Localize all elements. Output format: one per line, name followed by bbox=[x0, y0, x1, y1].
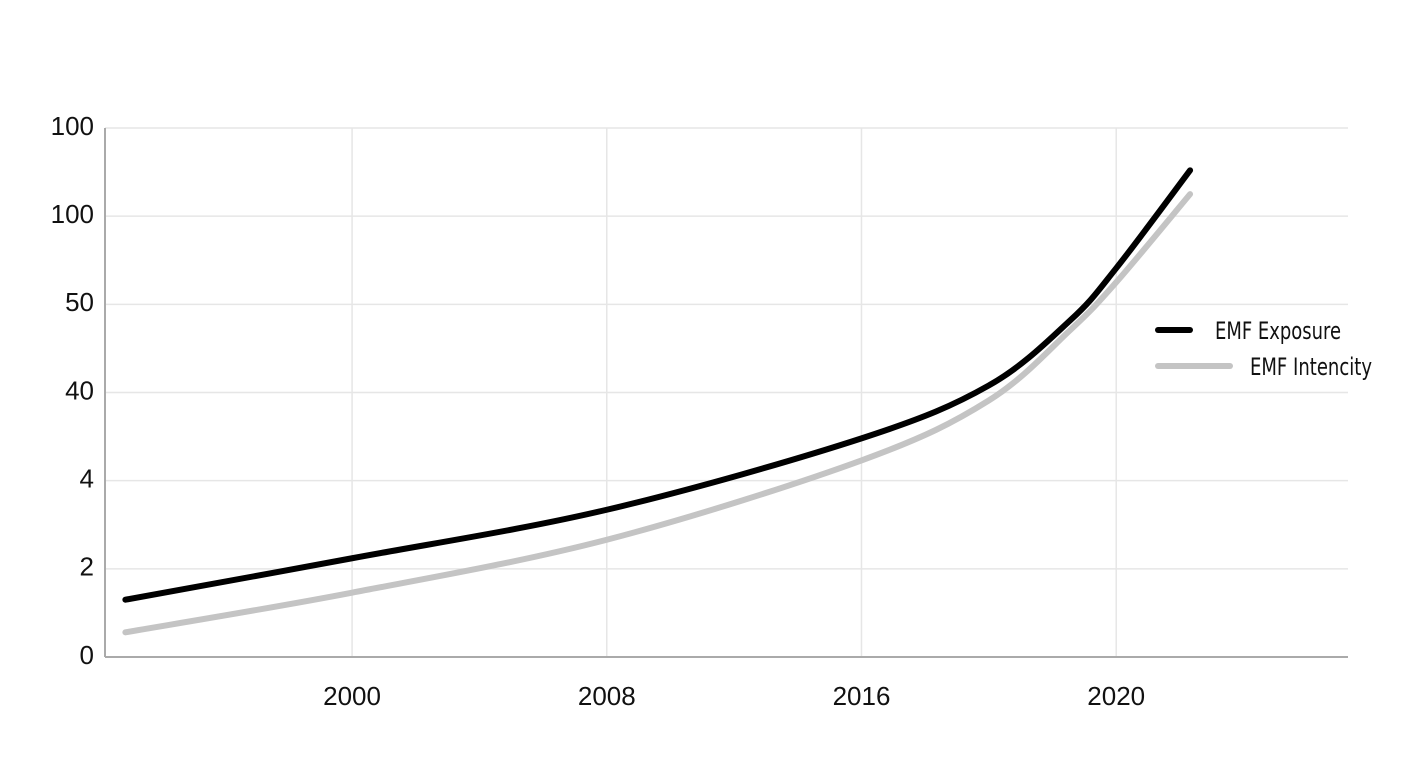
y-tick-label: 40 bbox=[65, 375, 94, 405]
y-tick-label: 4 bbox=[80, 464, 94, 494]
y-tick-label: 100 bbox=[51, 199, 94, 229]
x-tick-label: 2008 bbox=[578, 681, 636, 711]
line bbox=[122, 167, 1194, 603]
legend-label: EMF Intencity bbox=[1250, 353, 1372, 381]
x-tick-label: 2016 bbox=[833, 681, 891, 711]
y-tick-label: 100 bbox=[51, 111, 94, 141]
legend-label: EMF Exposure bbox=[1215, 317, 1341, 345]
x-tick-label: 2000 bbox=[323, 681, 381, 711]
y-tick-label: 50 bbox=[65, 287, 94, 317]
line bbox=[122, 191, 1194, 636]
x-tick-label: 2020 bbox=[1087, 681, 1145, 711]
y-tick-label: 0 bbox=[80, 640, 94, 670]
y-tick-label: 2 bbox=[80, 552, 94, 582]
